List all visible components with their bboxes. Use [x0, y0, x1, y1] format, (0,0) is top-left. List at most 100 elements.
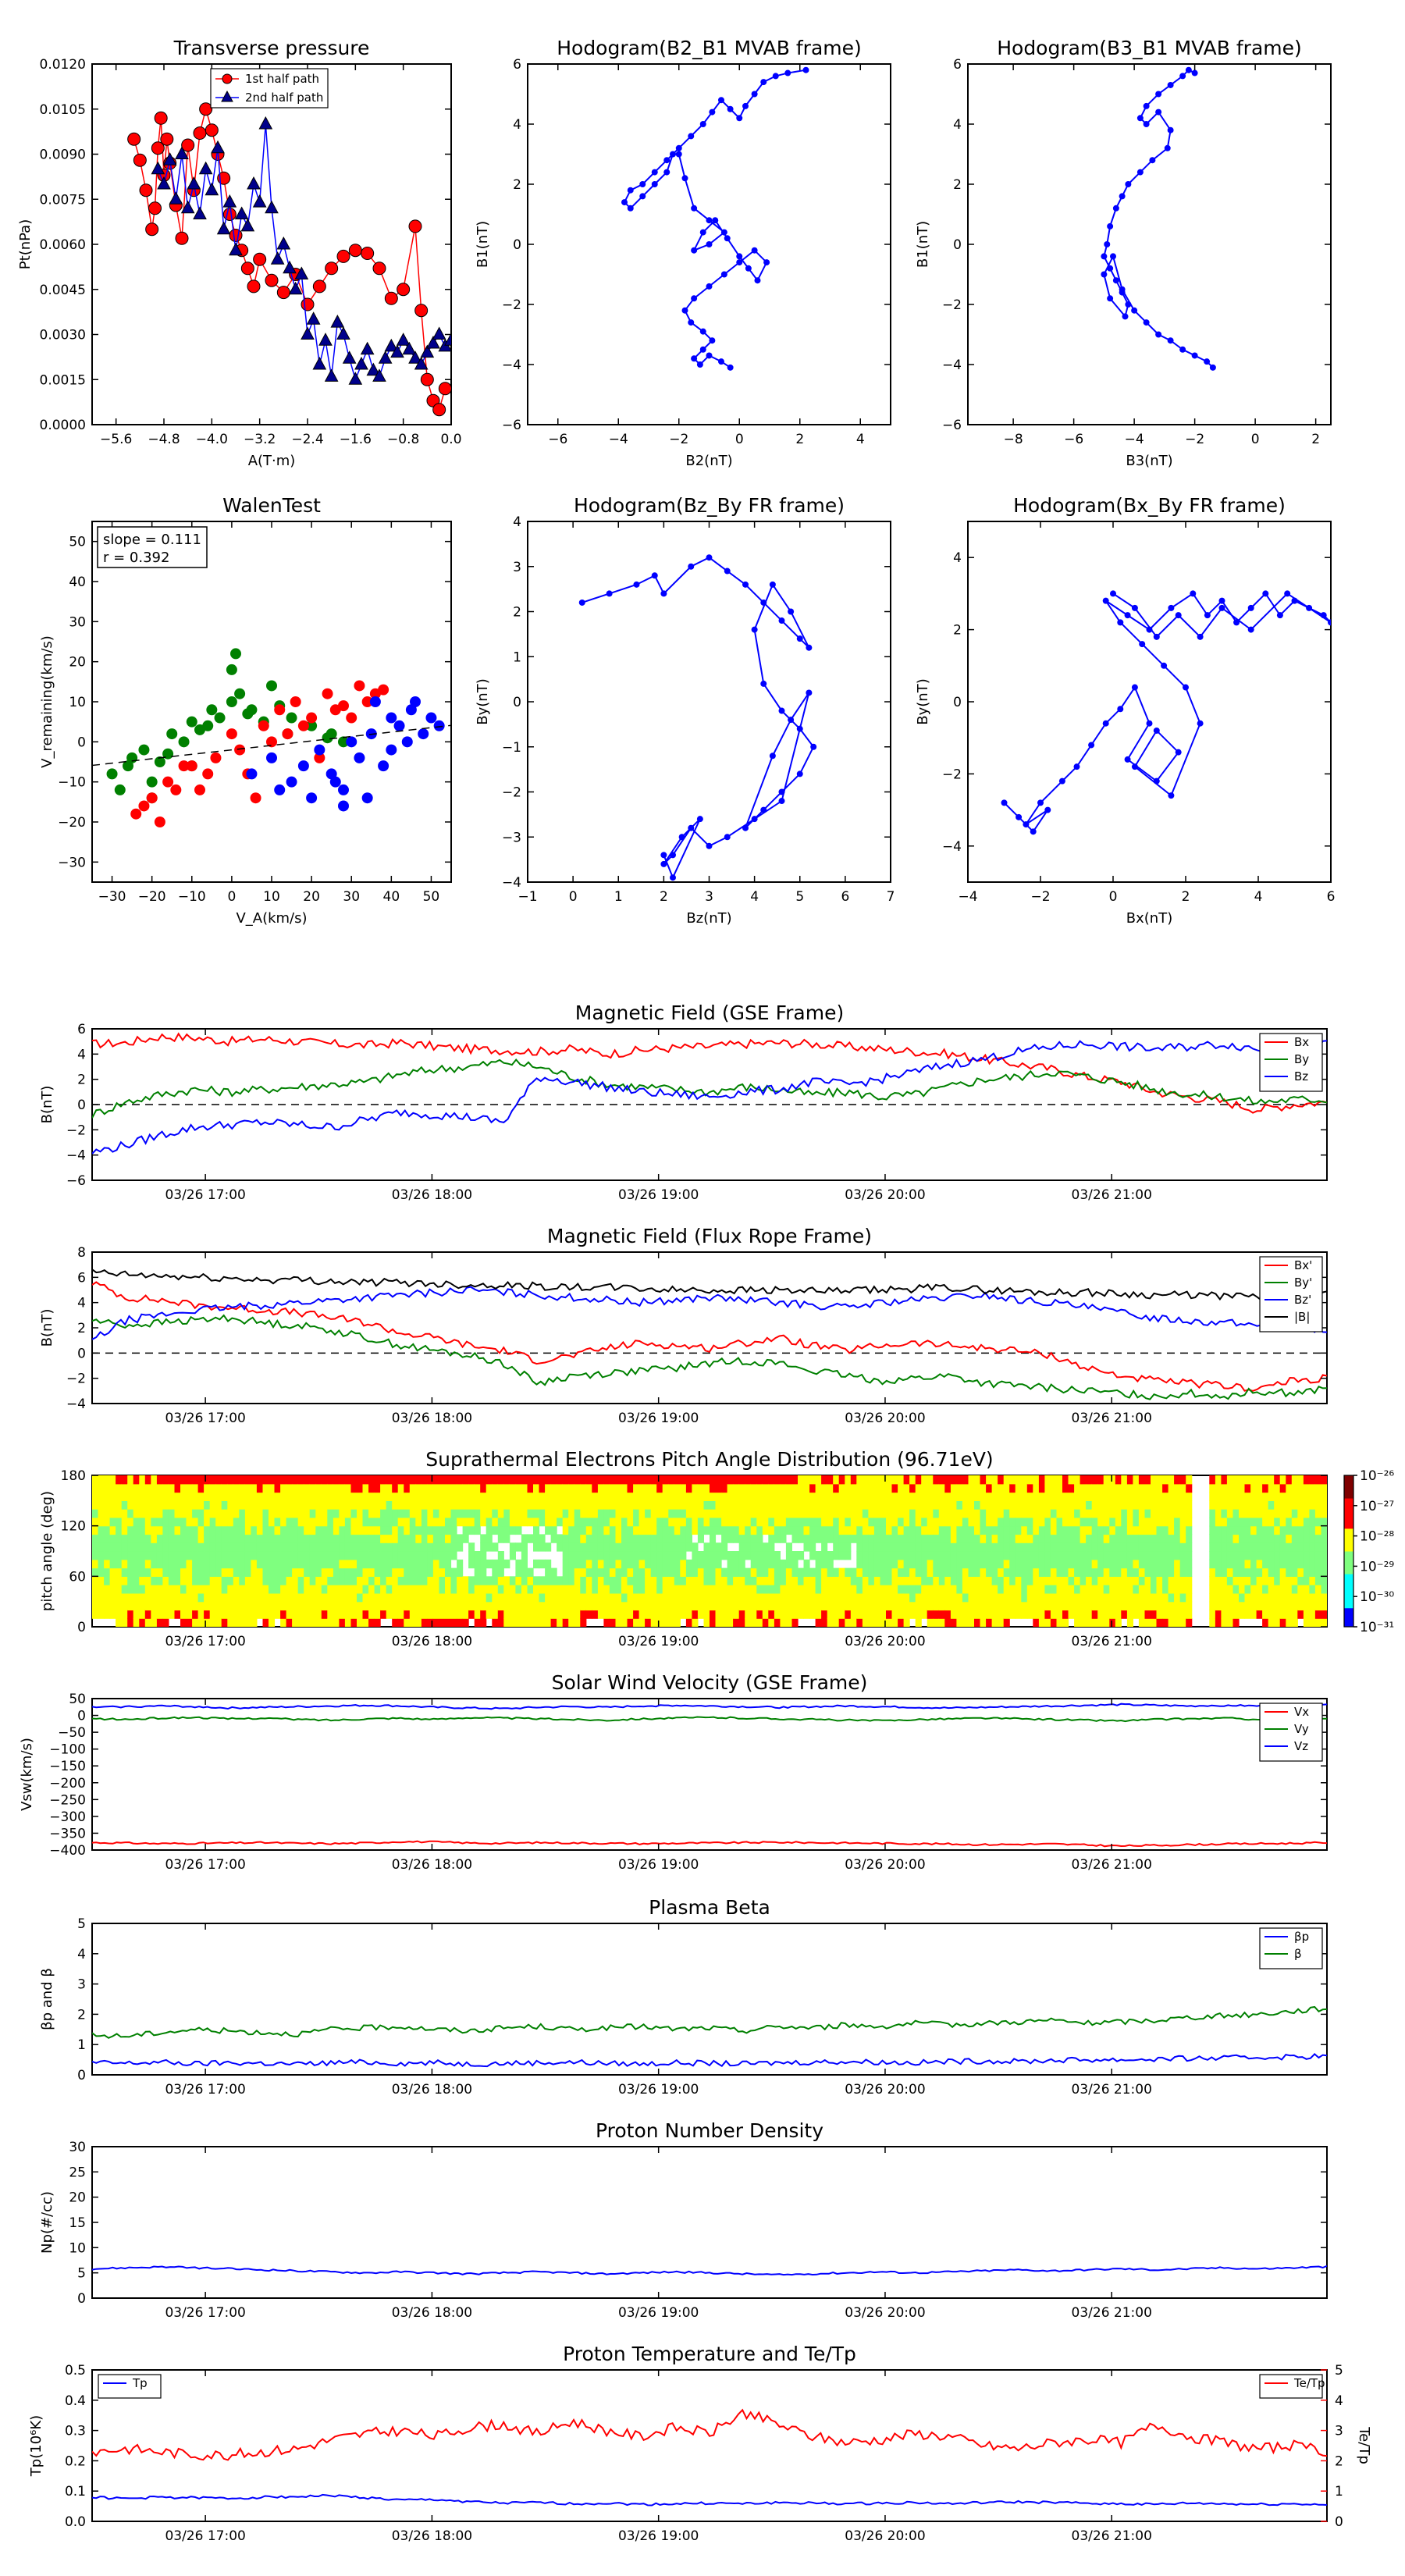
pad-cell	[1026, 1610, 1033, 1619]
pad-cell	[645, 1559, 652, 1569]
pad-cell	[1056, 1534, 1063, 1543]
pad-cell	[1256, 1601, 1263, 1611]
pad-cell	[339, 1492, 346, 1501]
pad-cell	[139, 1509, 146, 1518]
pad-cell	[415, 1585, 422, 1594]
pad-cell	[662, 1567, 669, 1577]
pad-cell	[468, 1475, 475, 1485]
pad-colorbar-segment	[1344, 1501, 1353, 1507]
walen-series-1-point	[322, 732, 333, 744]
h4-point	[1161, 662, 1168, 669]
pad-cell	[898, 1610, 905, 1619]
pad-cell	[1286, 1585, 1293, 1594]
pad-cell	[127, 1576, 134, 1585]
walen-series-2-point	[178, 760, 190, 772]
pad-cell	[1021, 1592, 1028, 1603]
pad-cell	[474, 1517, 481, 1527]
pad-cell	[304, 1475, 311, 1485]
np-axes-frame	[91, 2146, 1328, 2299]
pad-cell	[180, 1601, 187, 1611]
pad-cell	[368, 1551, 375, 1560]
pad-cell	[557, 1500, 564, 1510]
pad-cell	[1121, 1551, 1128, 1560]
pad-cell	[233, 1492, 240, 1501]
pad-cell	[432, 1567, 439, 1577]
pad-cell	[357, 1551, 364, 1560]
pad-cell	[803, 1475, 810, 1485]
pad-cell	[269, 1585, 276, 1594]
pt-series-1-point	[145, 222, 159, 237]
pad-cell	[192, 1576, 199, 1585]
pad-cell	[862, 1576, 869, 1585]
pad-cell	[762, 1592, 769, 1603]
pad-cell	[1244, 1492, 1251, 1501]
pad-cell	[1097, 1542, 1104, 1552]
pt-series-1-point	[253, 252, 267, 266]
pad-cell	[986, 1517, 993, 1527]
pad-cell	[1133, 1559, 1140, 1569]
pad-cell	[791, 1509, 799, 1518]
pad-cell	[944, 1500, 951, 1510]
pad-cell	[215, 1559, 222, 1569]
pad-cell	[1026, 1525, 1033, 1535]
pad-cell	[1250, 1559, 1257, 1569]
pad-cell	[1068, 1601, 1075, 1611]
pad-cell	[133, 1610, 140, 1619]
pad-cell	[1038, 1585, 1045, 1594]
pad-cell	[833, 1585, 840, 1594]
pad-cell	[750, 1475, 757, 1485]
pad-cell	[427, 1475, 434, 1485]
pad-cell	[1080, 1509, 1087, 1518]
pad-cell	[768, 1500, 775, 1510]
pad-cell	[144, 1509, 151, 1518]
pad-cell	[286, 1542, 293, 1552]
pad-cell	[109, 1475, 116, 1485]
pad-cell	[662, 1509, 669, 1518]
pad-cell	[450, 1601, 457, 1611]
pad-cell	[339, 1551, 346, 1560]
h1-point	[751, 91, 758, 98]
pad-cell	[950, 1576, 957, 1585]
pad-cell	[162, 1618, 169, 1627]
pad-cell	[280, 1585, 287, 1594]
mag_gse-ytick-label: 0	[77, 1098, 86, 1113]
pad-cell	[1179, 1592, 1186, 1603]
pad-cell	[956, 1567, 963, 1577]
pad-cell	[1068, 1542, 1075, 1552]
pad-cell	[204, 1585, 211, 1594]
pad-cell	[1186, 1551, 1193, 1560]
pad-cell	[550, 1500, 557, 1510]
pad-cell	[998, 1576, 1005, 1585]
pad-cell	[615, 1475, 622, 1485]
pad-cell	[221, 1551, 228, 1560]
pad-cell	[109, 1509, 116, 1518]
pad-cell	[197, 1534, 205, 1543]
pad-cell	[450, 1475, 457, 1485]
pad-cell	[1274, 1492, 1281, 1501]
pad-cell	[327, 1525, 334, 1535]
pt-series-2-point	[216, 221, 231, 235]
pad-cell	[333, 1542, 340, 1552]
pad-cell	[962, 1576, 969, 1585]
pad-cell	[1256, 1576, 1263, 1585]
pt-legend-marker	[222, 73, 233, 84]
pad-cell	[921, 1610, 928, 1619]
pad-cell	[1314, 1610, 1321, 1619]
pad-cell	[445, 1483, 452, 1493]
pad-cell	[1262, 1517, 1269, 1527]
pad-cell	[662, 1576, 669, 1585]
pad-cell	[785, 1610, 792, 1619]
pad-cell	[1179, 1509, 1186, 1518]
pad-cell	[845, 1576, 852, 1585]
pad-cell	[439, 1517, 446, 1527]
walen-series-1-point	[123, 760, 133, 772]
pad-cell	[1186, 1475, 1193, 1485]
pad-cell	[986, 1475, 993, 1485]
h3-xtick-label: 0	[569, 889, 578, 905]
pad-cell	[962, 1592, 969, 1603]
pad-cell	[838, 1525, 845, 1535]
pad-cell	[821, 1592, 828, 1603]
pad-cell	[409, 1483, 416, 1493]
h1-point	[699, 346, 706, 353]
pad-cell	[269, 1534, 276, 1543]
